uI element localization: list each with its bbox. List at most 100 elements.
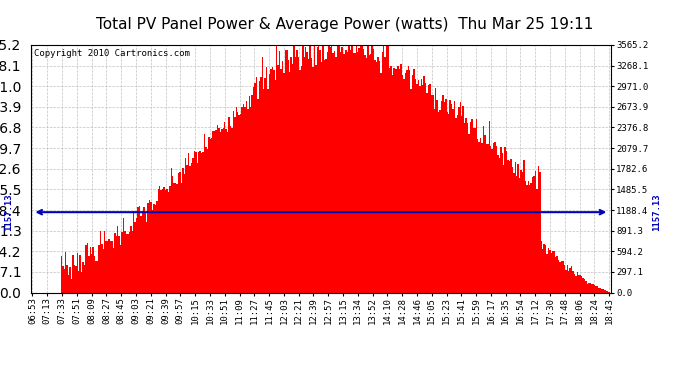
Bar xyxy=(266,67,267,292)
Bar xyxy=(284,73,285,292)
Bar xyxy=(338,46,339,292)
Bar xyxy=(522,172,523,292)
Bar xyxy=(322,45,324,292)
Bar xyxy=(510,159,512,292)
Bar xyxy=(304,57,305,292)
Bar xyxy=(382,52,383,292)
Bar xyxy=(101,244,103,292)
Bar xyxy=(396,69,397,292)
Bar xyxy=(110,241,111,292)
Bar xyxy=(473,128,474,292)
Bar xyxy=(387,46,388,292)
Bar xyxy=(264,78,266,292)
Bar xyxy=(529,185,531,292)
Bar xyxy=(575,276,577,292)
Bar xyxy=(526,184,528,292)
Bar xyxy=(577,272,578,292)
Bar xyxy=(368,55,370,292)
Bar xyxy=(493,143,494,292)
Bar xyxy=(227,132,228,292)
Bar xyxy=(117,226,119,292)
Bar xyxy=(406,70,408,292)
Bar xyxy=(564,265,565,292)
Bar xyxy=(214,131,215,292)
Bar xyxy=(157,189,159,292)
Bar xyxy=(97,261,98,292)
Bar xyxy=(475,119,477,292)
Bar xyxy=(358,48,360,292)
Bar xyxy=(133,211,135,292)
Bar xyxy=(375,60,376,292)
Bar xyxy=(499,158,500,292)
Bar xyxy=(502,153,503,292)
Bar xyxy=(597,286,598,292)
Bar xyxy=(549,250,551,292)
Bar xyxy=(146,222,148,292)
Bar xyxy=(411,89,412,292)
Bar xyxy=(442,95,444,292)
Bar xyxy=(377,57,379,292)
Bar xyxy=(112,248,114,292)
Bar xyxy=(213,131,214,292)
Bar xyxy=(513,172,515,292)
Bar xyxy=(445,99,446,292)
Bar xyxy=(293,45,295,292)
Bar xyxy=(357,53,358,292)
Bar xyxy=(262,57,263,292)
Bar xyxy=(248,96,250,292)
Bar xyxy=(367,45,368,292)
Bar xyxy=(162,189,164,292)
Bar xyxy=(552,251,553,292)
Bar xyxy=(275,80,276,292)
Bar xyxy=(482,142,483,292)
Bar xyxy=(467,123,469,292)
Text: 1157.13: 1157.13 xyxy=(3,194,13,231)
Bar xyxy=(457,116,458,292)
Bar xyxy=(538,166,539,292)
Bar xyxy=(273,70,275,292)
Bar xyxy=(421,79,422,292)
Bar xyxy=(202,153,204,292)
Bar xyxy=(280,69,282,292)
Bar xyxy=(413,69,415,292)
Bar xyxy=(255,83,256,292)
Bar xyxy=(299,70,301,292)
Bar xyxy=(512,167,513,292)
Bar xyxy=(210,139,211,292)
Bar xyxy=(391,66,392,292)
Bar xyxy=(195,152,197,292)
Bar xyxy=(190,164,193,292)
Bar xyxy=(144,212,146,292)
Bar xyxy=(87,243,88,292)
Bar xyxy=(328,45,330,292)
Bar xyxy=(520,170,522,292)
Bar xyxy=(317,47,318,292)
Bar xyxy=(326,52,328,292)
Bar xyxy=(348,45,350,292)
Bar xyxy=(339,52,341,292)
Bar xyxy=(355,45,357,292)
Bar xyxy=(204,134,205,292)
Bar xyxy=(319,50,321,292)
Bar xyxy=(351,45,353,292)
Bar xyxy=(288,60,289,292)
Bar xyxy=(159,186,160,292)
Bar xyxy=(325,59,326,292)
Bar xyxy=(111,241,112,292)
Bar xyxy=(362,45,363,292)
Bar xyxy=(108,239,110,292)
Bar xyxy=(528,181,529,292)
Bar xyxy=(152,210,153,292)
Bar xyxy=(77,253,78,292)
Bar xyxy=(535,171,536,292)
Bar xyxy=(416,84,417,292)
Bar xyxy=(169,186,170,292)
Bar xyxy=(438,112,440,292)
Bar xyxy=(185,158,186,292)
Bar xyxy=(533,176,535,292)
Bar xyxy=(490,147,491,292)
Bar xyxy=(558,260,560,292)
Bar xyxy=(380,74,382,292)
Bar xyxy=(465,118,467,292)
Bar xyxy=(341,46,342,292)
